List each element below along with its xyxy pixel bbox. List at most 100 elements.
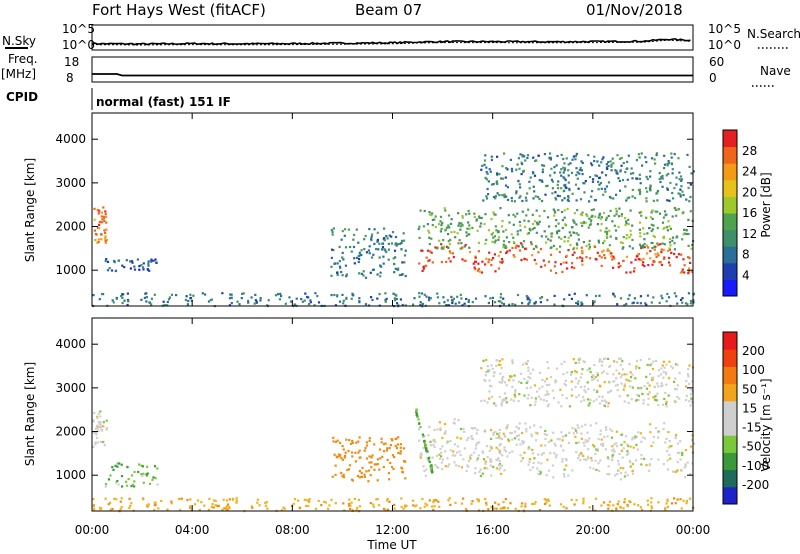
heatmap-cell [603,435,606,439]
heatmap-cell [569,234,572,237]
heatmap-cell [674,388,677,391]
heatmap-cell [650,444,653,448]
heatmap-cell [660,382,663,385]
heatmap-cell [625,222,628,225]
heatmap-cell [675,388,678,391]
heatmap-cell [551,389,554,392]
heatmap-cell [146,505,149,508]
heatmap-cell [653,248,656,251]
heatmap-cell [561,226,564,230]
heatmap-cell [434,464,437,467]
heatmap-cell [456,295,459,298]
heatmap-cell [481,472,484,475]
heatmap-cell [375,463,378,466]
heatmap-cell [502,375,505,378]
heatmap-cell [606,236,609,239]
heatmap-cell [650,241,653,244]
heatmap-cell [415,414,419,417]
heatmap-cell [576,382,580,385]
heatmap-cell [137,470,140,474]
heatmap-cell [652,224,655,227]
heatmap-cell [479,468,482,471]
heatmap-cell [666,249,669,252]
heatmap-cell [591,164,594,167]
heatmap-cell [599,182,603,185]
heatmap-cell [554,211,557,214]
heatmap-cell [644,156,647,159]
heatmap-cell [498,194,501,197]
heatmap-cell [658,177,661,181]
heatmap-cell [379,457,382,460]
heatmap-cell [580,246,583,249]
heatmap-cell [166,304,169,307]
heatmap-cell [496,173,499,177]
heatmap-cell [400,466,403,469]
heatmap-cell [616,472,619,476]
heatmap-cell [585,256,588,259]
heatmap-cell [460,502,463,505]
heatmap-cell [505,251,508,255]
heatmap-cell [625,378,628,381]
heatmap-cell [523,155,526,158]
heatmap-cell [385,297,388,300]
heatmap-cell [524,502,527,505]
heatmap-cell [393,507,396,510]
heatmap-cell [655,399,658,402]
heatmap-cell [581,252,584,255]
heatmap-cell [376,231,379,234]
heatmap-cell [487,508,490,511]
heatmap-cell [652,396,655,399]
heatmap-cell [656,199,659,202]
heatmap-cell [399,298,402,301]
heatmap-cell [693,442,696,445]
colorbar-tick-label: 50 [742,382,757,396]
heatmap-cell [503,469,506,472]
heatmap-cell [487,180,490,183]
heatmap-cell [103,444,106,447]
heatmap-cell [363,248,366,251]
heatmap-cell [489,457,492,461]
heatmap-cell [426,223,429,226]
heatmap-cell [657,436,660,439]
heatmap-cell [492,211,495,214]
heatmap-cell [635,159,638,162]
heatmap-cell [499,452,502,455]
heatmap-cell [547,403,550,406]
heatmap-cell [688,497,692,500]
heatmap-cell [175,294,178,297]
heatmap-cell [647,403,650,406]
heatmap-cell [465,213,468,216]
heatmap-cell [545,474,548,477]
heatmap-cell [331,233,334,236]
heatmap-cell [96,241,99,244]
heatmap-cell [418,422,421,425]
heatmap-cell [288,296,291,299]
heatmap-cell [558,195,561,198]
heatmap-cell [515,190,518,193]
heatmap-cell [539,297,542,300]
heatmap-cell [150,297,153,300]
heatmap-cell [593,363,596,367]
heatmap-cell [659,180,662,184]
heatmap-cell [615,445,619,448]
heatmap-cell [309,301,312,304]
heatmap-cell [588,247,591,250]
heatmap-cell [154,477,157,480]
heatmap-cell [657,501,660,504]
heatmap-cell [150,303,153,306]
heatmap-cell [102,440,105,444]
heatmap-cell [542,259,545,262]
heatmap-cell [448,250,451,253]
cpid-label: CPID [6,90,38,104]
heatmap-cell [307,504,310,508]
heatmap-cell [673,242,676,245]
heatmap-cell [601,399,604,402]
heatmap-cell [530,396,533,399]
heatmap-cell [468,212,471,215]
heatmap-cell [618,207,621,210]
heatmap-cell [606,230,609,233]
heatmap-cell [522,169,525,172]
heatmap-cell [650,362,653,365]
heatmap-cell [500,402,503,405]
heatmap-cell [363,473,366,476]
